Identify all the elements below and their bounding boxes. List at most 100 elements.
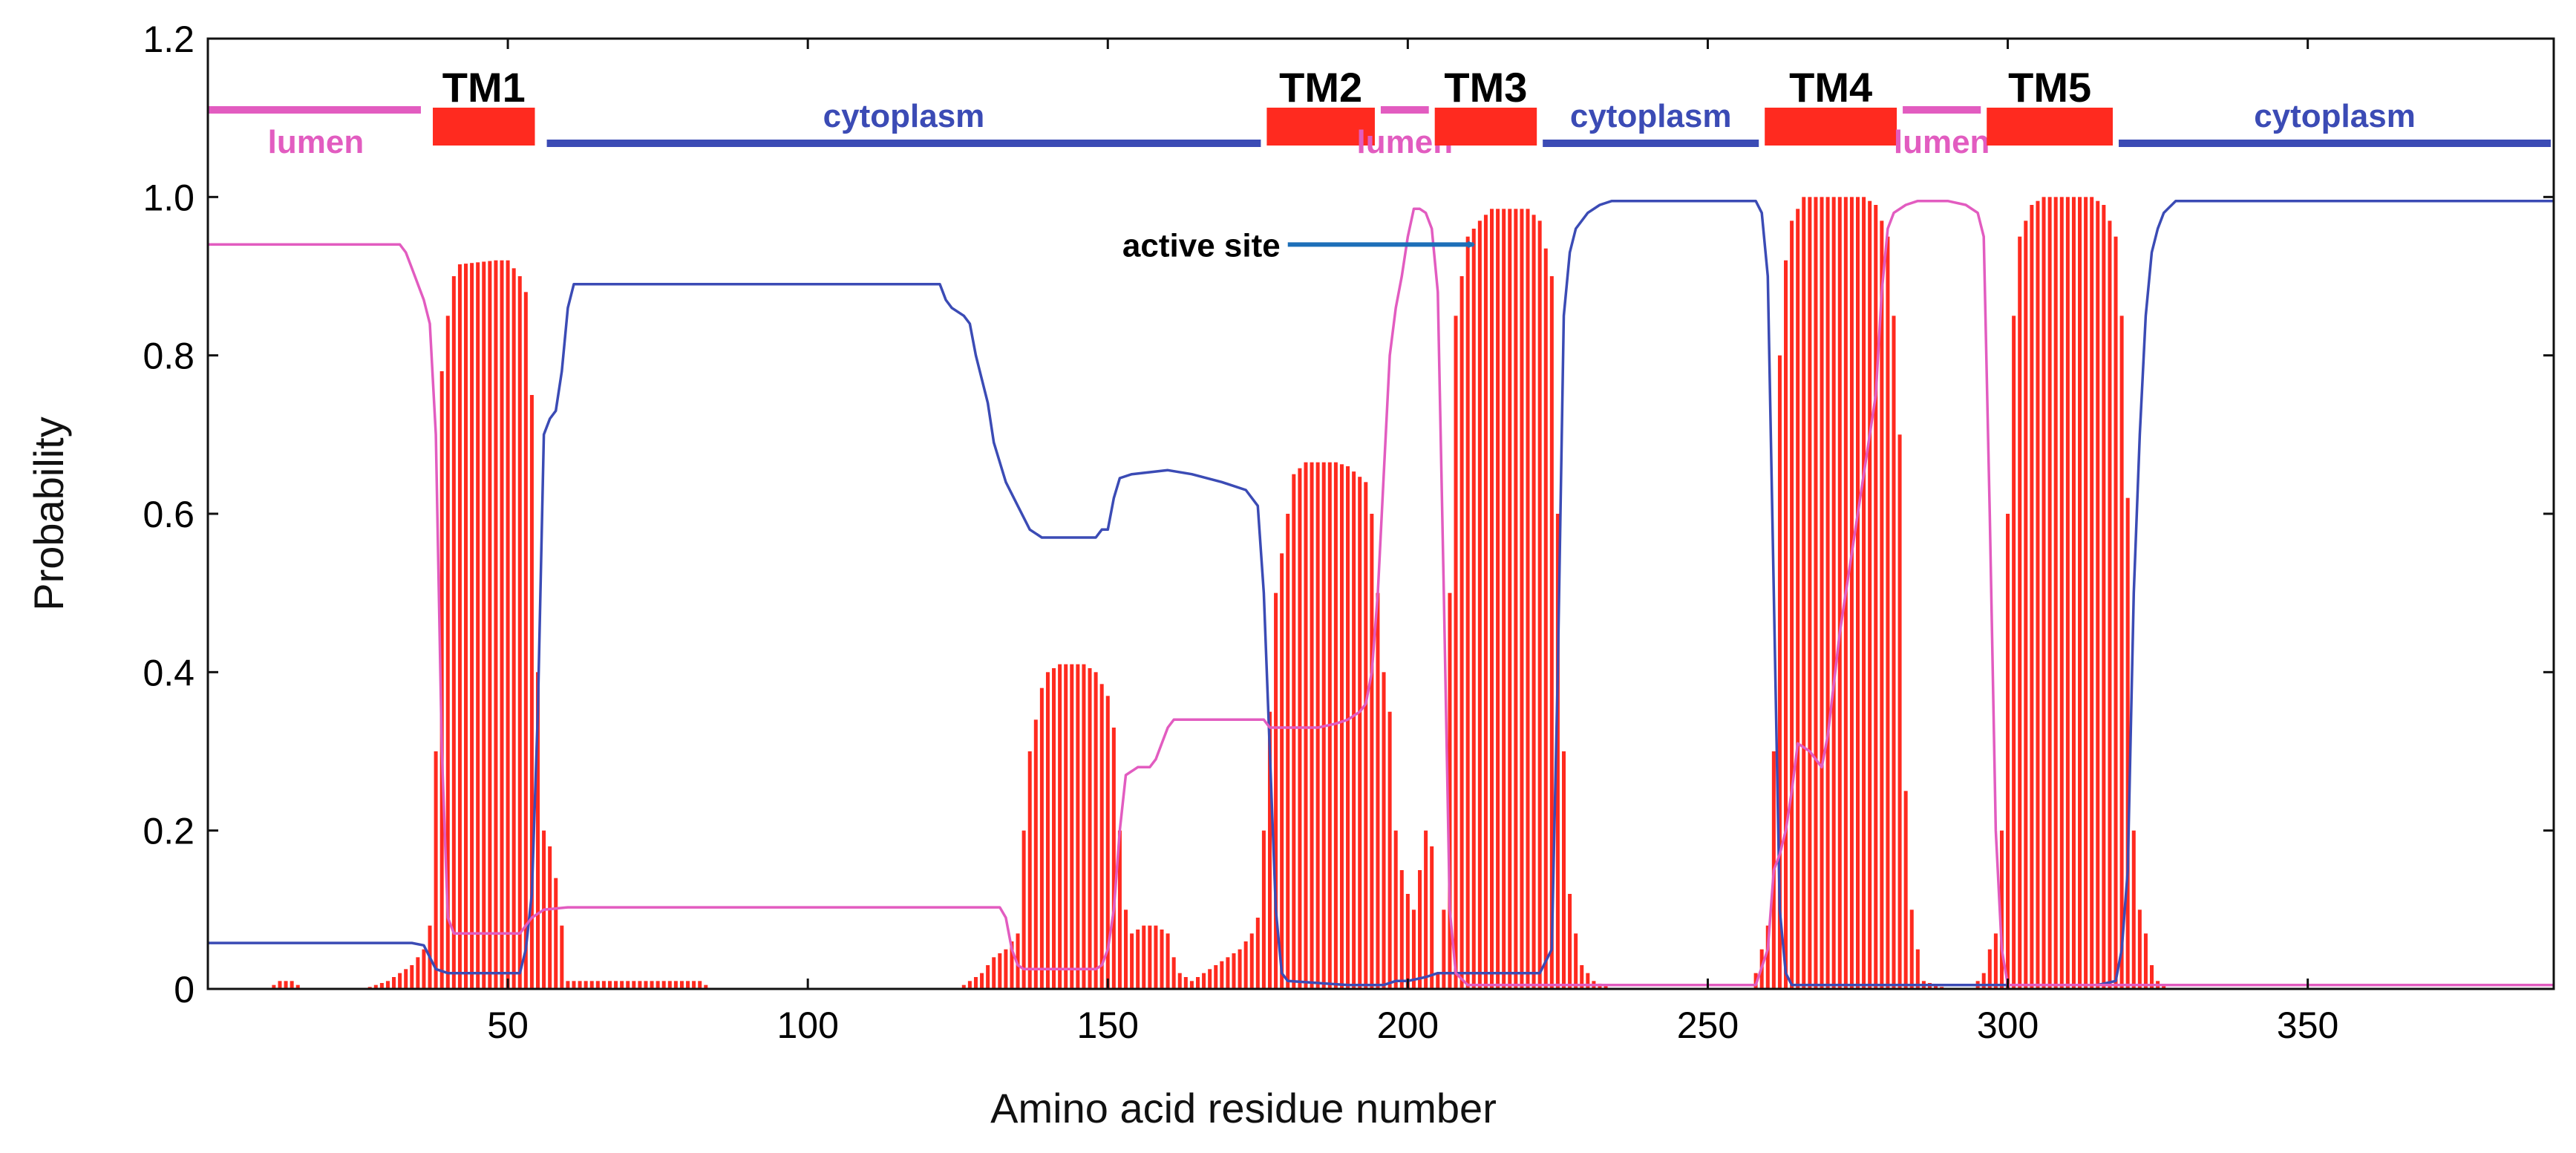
tm-bar-residue-313 <box>2084 197 2088 989</box>
tm-bar-residue-312 <box>2078 197 2082 989</box>
tm-bar-residue-191 <box>1352 471 1356 989</box>
x-tick-label-150: 150 <box>1077 1005 1139 1046</box>
tm-bar-residue-13 <box>284 981 288 989</box>
tm-bar-residue-136 <box>1021 830 1026 989</box>
tm-bar-residue-269 <box>1820 197 1824 989</box>
y-tick-label-3: 0.6 <box>143 494 194 535</box>
tm-bar-residue-47 <box>488 261 492 989</box>
topology-label-tm4: TM4 <box>1789 64 1872 111</box>
tm-bar-residue-52 <box>517 276 522 989</box>
tm-bar-residue-139 <box>1039 687 1044 989</box>
tm-bar-residue-148 <box>1094 672 1098 989</box>
topology-segment-tm5 <box>1987 108 2114 146</box>
tm-bar-residue-207 <box>1448 592 1452 989</box>
tm-bar-residue-315 <box>2096 200 2100 989</box>
tm-bar-residue-152 <box>1117 830 1122 989</box>
tm-bar-residue-156 <box>1142 925 1146 989</box>
tm-bar-residue-149 <box>1099 684 1104 989</box>
tm-bar-residue-66 <box>601 981 606 989</box>
tm-bar-residue-202 <box>1418 870 1422 989</box>
tm-bar-residue-267 <box>1808 197 1812 989</box>
tm-bar-residue-170 <box>1226 957 1230 989</box>
tm-bar-residue-135 <box>1016 933 1020 989</box>
tm-bar-residue-317 <box>2108 221 2112 989</box>
inside-probability-line <box>208 199 2554 987</box>
tm-bar-residue-129 <box>980 973 984 989</box>
tm-bar-residue-72 <box>638 981 642 989</box>
tm-bar-residue-206 <box>1442 909 1446 989</box>
tm-bar-residue-179 <box>1280 553 1284 989</box>
tm-bar-residue-162 <box>1177 973 1182 989</box>
tm-bar-residue-176 <box>1261 830 1266 989</box>
tm-bar-residue-217 <box>1508 209 1512 989</box>
tm-bar-residue-130 <box>986 965 990 989</box>
tm-bar-residue-211 <box>1471 229 1476 989</box>
tm-bar-residue-33 <box>404 969 408 989</box>
tm-bar-residue-145 <box>1076 664 1080 989</box>
tm-bar-residue-285 <box>1915 949 1920 989</box>
tm-bar-residue-305 <box>2036 200 2040 989</box>
tm-bar-residue-127 <box>967 981 972 989</box>
tm-bar-residue-316 <box>2102 205 2106 989</box>
tm-bar-residue-304 <box>2030 205 2034 989</box>
topology-track: lumen TM1 cytoplasm TM2 lumen TM3 cytoplasm TM4… <box>208 64 2551 160</box>
tm-bar-residue-270 <box>1825 197 1830 989</box>
tm-bar-residue-31 <box>392 977 396 989</box>
tm-bar-residue-223 <box>1543 248 1548 989</box>
tm-bar-residue-199 <box>1399 870 1404 989</box>
tm-bar-residue-39 <box>439 371 444 989</box>
tm-bar-residue-276 <box>1862 197 1866 989</box>
tm-bar-residue-218 <box>1514 209 1518 989</box>
tm-bar-residue-205 <box>1436 973 1440 989</box>
tm-bar-residue-296 <box>1981 973 1986 989</box>
tm-bar-residue-281 <box>1892 316 1896 989</box>
topology-label-tm2: TM2 <box>1279 64 1362 111</box>
y-tick-label-1: 0.2 <box>143 811 194 852</box>
tm-bar-residue-167 <box>1208 969 1212 989</box>
tm-bar-residue-35 <box>416 957 420 989</box>
tm-bar-residue-320 <box>2125 497 2130 989</box>
tm-bar-residue-272 <box>1837 197 1842 989</box>
tm-bar-residue-260 <box>1765 925 1770 989</box>
tm-bar-residue-196 <box>1382 672 1386 989</box>
tm-bar-residue-279 <box>1880 221 1884 989</box>
tm-bar-residue-142 <box>1058 664 1062 989</box>
tm-bar-residue-230 <box>1586 973 1590 989</box>
tm-bar-residue-62 <box>578 981 582 989</box>
tm-bar-residue-165 <box>1196 977 1200 989</box>
tm-bar-residue-158 <box>1154 925 1158 989</box>
tm-bar-residue-40 <box>445 316 450 989</box>
tm-bar-residue-222 <box>1537 221 1542 989</box>
tm-bar-residue-74 <box>650 981 654 989</box>
tm-bar-residue-164 <box>1189 981 1194 989</box>
tm-bar-residue-301 <box>2012 316 2016 989</box>
x-tick-label-350: 350 <box>2277 1005 2338 1046</box>
tm-bar-residue-173 <box>1243 941 1248 989</box>
tm-bar-residue-185 <box>1315 462 1320 989</box>
tm-bar-residue-307 <box>2047 197 2052 989</box>
tm-bar-residue-51 <box>511 268 516 989</box>
tm-bar-residue-81 <box>692 981 696 989</box>
tm-bar-residue-306 <box>2041 197 2046 989</box>
tm-bar-residue-271 <box>1831 197 1836 989</box>
tm-bar-residue-192 <box>1358 477 1362 989</box>
tm-bar-residue-131 <box>992 957 996 989</box>
tm-bar-residue-265 <box>1796 209 1800 989</box>
tm-bar-residue-34 <box>410 965 414 989</box>
annotations: active site <box>1122 227 1476 264</box>
x-tick-label-300: 300 <box>1977 1005 2039 1046</box>
tm-bar-residue-171 <box>1232 953 1236 989</box>
tm-bar-residue-172 <box>1238 949 1242 989</box>
tm-bar-residue-140 <box>1045 672 1050 989</box>
tm-bar-residue-42 <box>457 264 462 989</box>
tm-bar-residue-58 <box>554 878 558 989</box>
tm-bar-residue-314 <box>2090 197 2094 989</box>
tm-bar-residue-208 <box>1454 316 1458 989</box>
tm-bar-residue-83 <box>704 984 708 989</box>
y-axis-title: Probability <box>25 417 72 610</box>
tm-bar-residue-318 <box>2114 236 2118 989</box>
tm-bar-residue-324 <box>2150 965 2154 989</box>
topology-label-tm1: TM1 <box>442 64 526 111</box>
tm-bar-residue-141 <box>1052 668 1056 989</box>
